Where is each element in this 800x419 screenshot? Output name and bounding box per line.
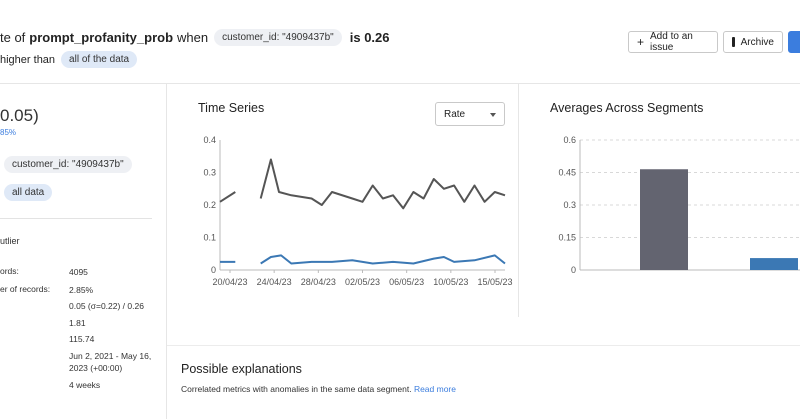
details-divider: [0, 218, 152, 219]
anomaly-score: 0.05): [0, 106, 39, 125]
stat-value: 115.74: [69, 334, 95, 344]
outlier-heading: utlier: [0, 236, 20, 246]
archive-label: Archive: [740, 36, 774, 48]
x-tick-label: 10/05/23: [433, 277, 468, 287]
y-tick-label: 0.2: [203, 200, 216, 210]
segment-value: is 0.26: [349, 30, 390, 45]
segments-title: Averages Across Segments: [550, 101, 704, 115]
stat-value: 2.85%: [69, 285, 94, 295]
comparison-text: higher than: [0, 53, 56, 66]
title-prefix: te of: [0, 30, 26, 45]
x-tick-label: 20/04/23: [212, 277, 247, 287]
series-line: [220, 254, 506, 265]
metric-mode-value: Rate: [444, 109, 466, 120]
y-tick-label: 0.6: [563, 135, 576, 145]
time-series-title: Time Series: [198, 101, 265, 115]
chevron-down-icon: [490, 113, 496, 117]
time-series-chart: 0 0.1 0.2 0.3 0.4 20/04/23 24/04/23 28/04/23 02/…: [203, 135, 512, 287]
plus-icon: +: [637, 35, 645, 49]
add-to-issue-label: Add to an issue: [650, 31, 693, 53]
explanations-text: Correlated metrics with anomalies in the…: [181, 384, 456, 394]
segments-chart: 0 0.15 0.3 0.45 0.6: [558, 135, 800, 275]
comparison-chip[interactable]: all of the data: [61, 51, 138, 68]
x-tick-label: 02/05/23: [345, 277, 380, 287]
read-more-link[interactable]: Read more: [413, 384, 456, 394]
comparison-row: higher than all of the data: [0, 51, 138, 68]
details-segment-chip[interactable]: customer_id: "4909437b": [4, 156, 132, 173]
add-to-issue-button[interactable]: + Add to an issue: [628, 31, 718, 53]
y-tick-label: 0.3: [203, 168, 216, 178]
title-when: when: [177, 30, 209, 45]
y-tick-label: 0.45: [558, 168, 576, 178]
y-tick-label: 0.15: [558, 233, 576, 243]
segment-bar: [750, 258, 798, 270]
y-tick-label: 0.4: [203, 135, 216, 145]
section-spacer: [167, 317, 800, 346]
stat-value: 4 weeks: [69, 380, 101, 390]
y-tick-label: 0: [571, 265, 576, 275]
archive-icon: [732, 37, 739, 47]
y-tick-label: 0.3: [563, 200, 576, 210]
stat-value: 1.81: [69, 318, 86, 328]
y-tick-label: 0: [211, 265, 216, 275]
stat-value: Jun 2, 2021 - May 16, 2023 (+00:00): [69, 351, 152, 373]
more-actions-button[interactable]: [788, 31, 800, 53]
segment-bar: [640, 169, 688, 270]
metric-name[interactable]: prompt_profanity_prob: [29, 30, 174, 45]
stat-label: ords:: [0, 266, 19, 276]
y-tick-label: 0.1: [203, 233, 216, 243]
time-series-panel: [167, 84, 519, 317]
x-tick-label: 06/05/23: [389, 277, 424, 287]
anomaly-percent[interactable]: 85%: [0, 128, 17, 137]
archive-button[interactable]: Archive: [723, 31, 783, 53]
stat-value: 0.05 (σ=0.22) / 0.26: [69, 301, 144, 311]
metric-mode-select[interactable]: Rate: [435, 102, 505, 126]
series-line: [219, 158, 506, 210]
x-tick-label: 15/05/23: [477, 277, 512, 287]
explanations-title: Possible explanations: [181, 362, 302, 376]
x-tick-label: 24/04/23: [257, 277, 292, 287]
anomaly-header: te of prompt_profanity_prob when custome…: [0, 0, 800, 84]
stat-label: er of records:: [0, 284, 51, 294]
anomaly-title: te of prompt_profanity_prob when custome…: [0, 29, 390, 46]
explanations-description: Correlated metrics with anomalies in the…: [181, 384, 412, 394]
x-tick-label: 28/04/23: [301, 277, 336, 287]
segment-chip[interactable]: customer_id: "4909437b": [214, 29, 342, 46]
details-panel: [0, 84, 167, 419]
stat-value: 4095: [69, 267, 88, 277]
details-baseline-chip[interactable]: all data: [4, 184, 53, 201]
